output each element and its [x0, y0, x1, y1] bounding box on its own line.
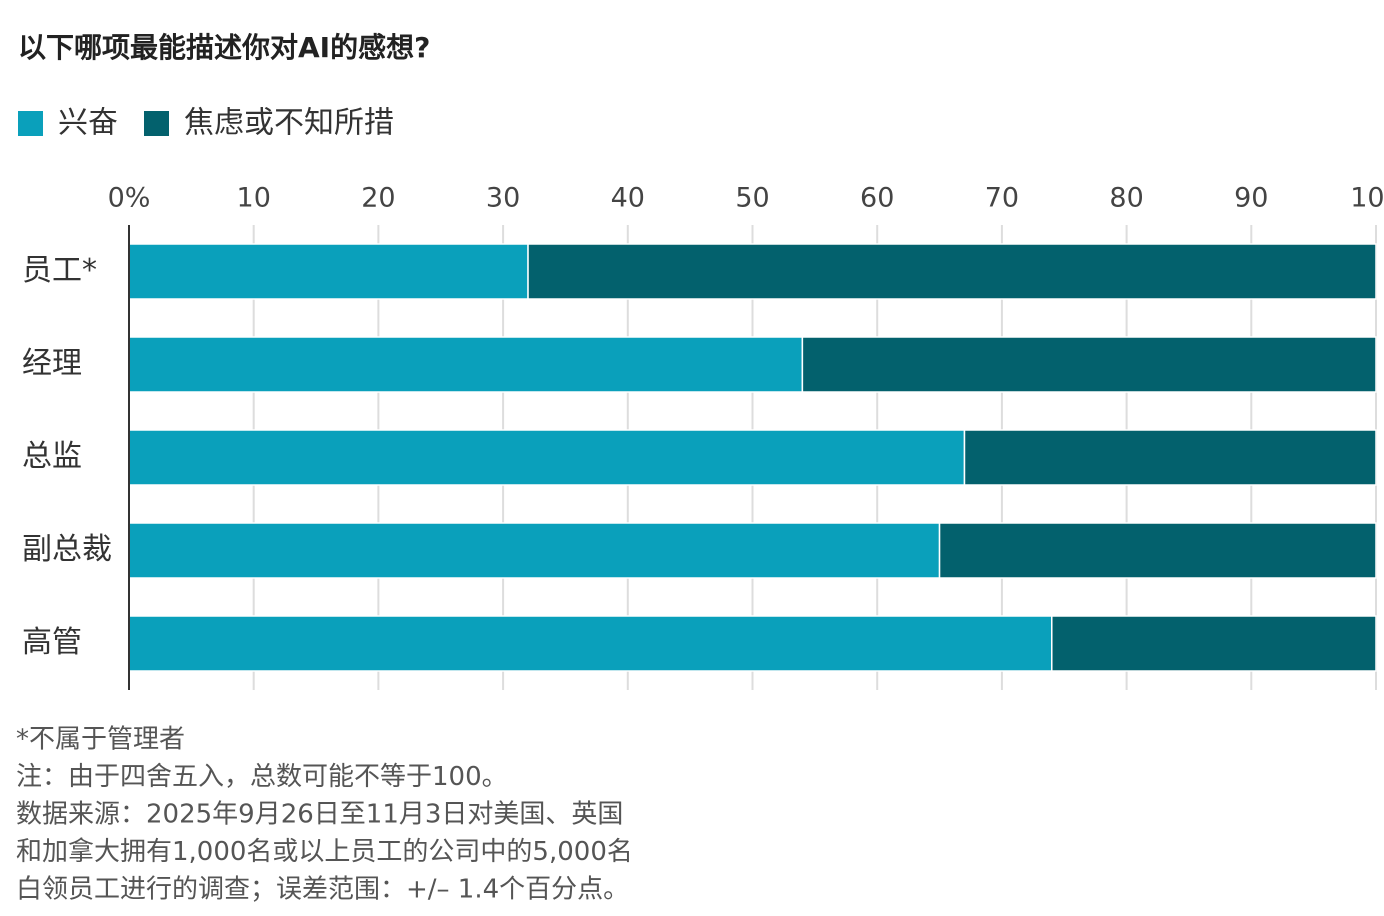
- legend-swatch: [144, 111, 169, 136]
- footnote: 数据来源：2025年9月26日至11月3日对美国、英国: [16, 800, 623, 830]
- x-tick-label: 60: [860, 183, 894, 214]
- x-tick-label: 70: [985, 183, 1019, 214]
- chart-title: 以下哪项最能描述你对AI的感想?: [18, 31, 430, 64]
- footnote: 白领员工进行的调查；误差范围：+/– 1.4个百分点。: [16, 875, 629, 905]
- y-tick-label: 总监: [22, 439, 82, 474]
- legend-swatch: [18, 111, 43, 136]
- footnote: *不属于管理者: [16, 725, 185, 755]
- bar-segment: [801, 336, 1377, 393]
- x-tick-label: 10: [237, 183, 271, 214]
- legend-label: 兴奋: [58, 106, 118, 141]
- x-tick-label: 40: [611, 183, 645, 214]
- x-tick-label: 30: [486, 183, 520, 214]
- x-tick-label: 50: [735, 183, 769, 214]
- x-tick-label: 80: [1109, 183, 1143, 214]
- y-tick-label: 副总裁: [22, 532, 112, 567]
- bar-segment: [128, 429, 966, 486]
- footnote: 和加拿大拥有1,000名或以上员工的公司中的5,000名: [16, 837, 633, 867]
- bar-segment: [963, 429, 1377, 486]
- legend-label: 焦虑或不知所措: [184, 106, 394, 141]
- x-tick-label: 90: [1234, 183, 1268, 214]
- x-tick-label: 100: [1350, 183, 1384, 214]
- footnote: 注：由于四舍五入，总数可能不等于100。: [16, 762, 508, 792]
- bar-segment: [527, 243, 1377, 300]
- y-tick-label: 员工*: [22, 253, 97, 288]
- bar-segment: [128, 615, 1053, 672]
- bar-segment: [128, 336, 804, 393]
- y-tick-label: 高管: [22, 625, 82, 660]
- bar-segment: [938, 522, 1377, 579]
- x-tick-label: 0%: [108, 183, 151, 214]
- bar-segment: [1051, 615, 1377, 672]
- bar-segment: [128, 522, 941, 579]
- y-tick-label: 经理: [22, 346, 82, 381]
- bar-segment: [128, 243, 529, 300]
- x-tick-label: 20: [361, 183, 395, 214]
